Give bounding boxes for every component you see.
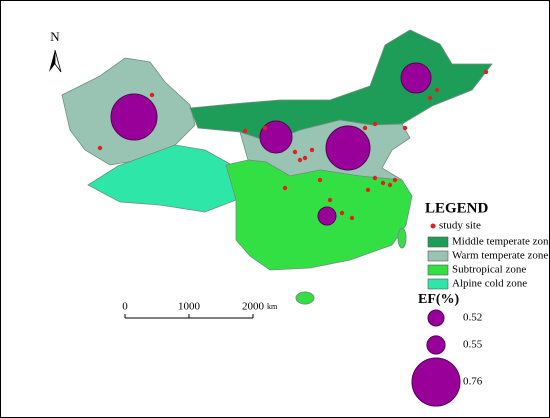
ef-size-symbol	[427, 309, 445, 327]
north-label: N	[50, 29, 60, 44]
zone-swatch	[427, 278, 449, 290]
zone-label: Middle temperate zone	[452, 236, 550, 248]
bubble	[317, 206, 337, 226]
ef-size-label: 0.55	[463, 339, 483, 351]
scale-label: 2000	[242, 301, 265, 313]
bubble	[325, 125, 371, 171]
bubble	[259, 120, 293, 154]
north-arrow: N	[49, 29, 62, 73]
study-sites	[97, 69, 489, 221]
zone-label: Subtropical zone	[452, 264, 526, 276]
ef-size-symbol	[426, 335, 446, 355]
taiwan	[397, 227, 407, 249]
zone-label: Warm temperate zone	[452, 250, 548, 262]
bubble	[400, 62, 432, 94]
ef-size-symbol	[411, 357, 461, 407]
ef-size-label: 0.52	[463, 312, 482, 324]
zone-swatch	[427, 250, 449, 262]
bubble	[110, 93, 158, 141]
ef-size-label: 0.76	[463, 376, 483, 388]
scale-label: 1000	[178, 301, 201, 313]
zone-swatch	[427, 236, 449, 248]
site-symbol	[430, 223, 436, 229]
ef-title: EF(%)	[418, 292, 460, 307]
legend-site: study site	[439, 220, 481, 232]
ef-bubbles	[110, 62, 432, 226]
hainan	[295, 291, 315, 305]
legend-title: LEGEND	[425, 200, 489, 216]
zone-swatch	[427, 264, 449, 276]
scale-label: 0	[122, 301, 128, 313]
zone-label: Alpine cold zone	[452, 278, 527, 290]
scale-unit: km	[267, 302, 278, 311]
